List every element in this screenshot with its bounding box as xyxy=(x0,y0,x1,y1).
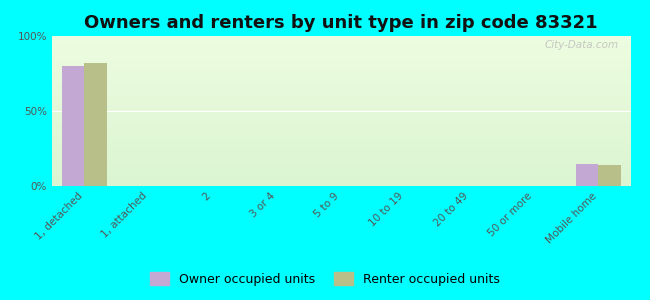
Title: Owners and renters by unit type in zip code 83321: Owners and renters by unit type in zip c… xyxy=(84,14,598,32)
Bar xyxy=(599,165,621,186)
Legend: Owner occupied units, Renter occupied units: Owner occupied units, Renter occupied un… xyxy=(146,267,504,291)
Bar xyxy=(84,63,107,186)
Bar xyxy=(576,164,599,186)
Text: City-Data.com: City-Data.com xyxy=(545,40,619,50)
Bar xyxy=(62,66,84,186)
